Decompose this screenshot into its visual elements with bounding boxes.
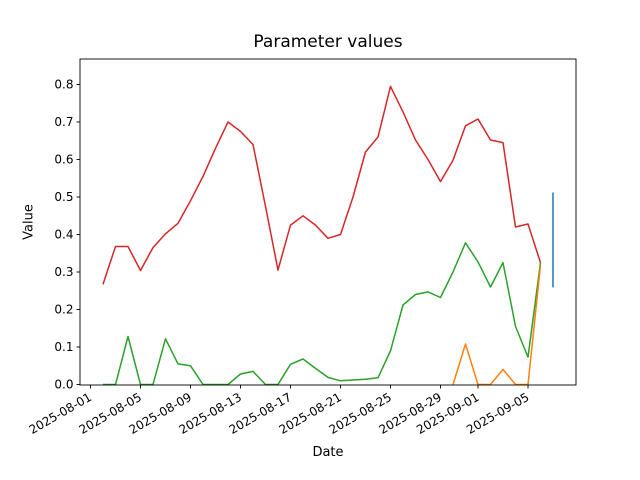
y-tick-label: 0.2 — [54, 303, 73, 317]
axes-spines — [79, 58, 577, 386]
y-tick-label: 0.8 — [54, 78, 73, 92]
x-axis-label: Date — [312, 445, 344, 460]
y-tick-label: 0.6 — [54, 153, 73, 167]
y-tick-label: 0.4 — [54, 228, 73, 242]
series-red-line — [102, 85, 542, 285]
y-axis-label: Value — [21, 204, 37, 240]
y-tick-label: 0.5 — [54, 190, 73, 204]
chart-title: Parameter values — [253, 32, 403, 52]
series-orange-line — [452, 265, 542, 386]
y-tick-label: 0.7 — [54, 115, 73, 129]
y-tick-label: 0.3 — [54, 265, 73, 279]
y-tick-label: 0.0 — [54, 378, 73, 392]
series-green-line — [103, 242, 542, 386]
y-tick-label: 0.1 — [54, 340, 73, 354]
